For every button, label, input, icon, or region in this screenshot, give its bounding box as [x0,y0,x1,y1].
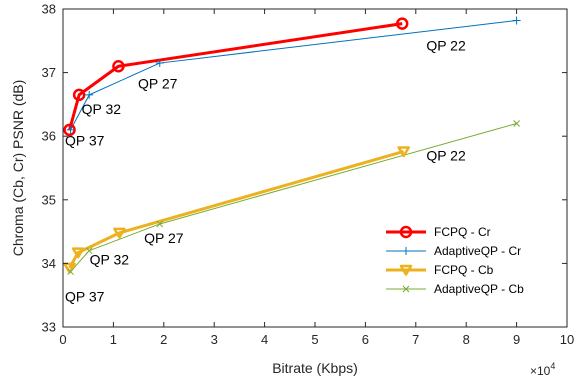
series-line [68,22,403,131]
data-point [512,16,521,25]
legend-swatch-marker [399,225,413,239]
y-tick-label: 34 [42,256,56,271]
y-tick-label: 33 [42,320,56,335]
x-tick-label: 0 [59,332,66,347]
legend-entry: AdaptiveQP - Cb [434,282,524,296]
qp-annotation: QP 27 [144,230,184,246]
series-lines [68,19,517,273]
x-tick-label: 1 [110,332,117,347]
annotations: QP 22 QP 27 QP 32 QP 37 QP 22 QP 27 QP 32 QP 37 [65,37,466,304]
legend: FCPQ - Cr AdaptiveQP - Cr FCPQ - Cb Adaptiv… [379,219,561,301]
qp-annotation: QP 32 [90,252,130,268]
x-tick-label: 6 [362,332,369,347]
y-tick-label: 37 [42,65,56,80]
y-tick-label: 36 [42,129,56,144]
x-multiplier: ×104 [530,361,555,378]
legend-entry: FCPQ - Cb [434,263,494,277]
y-tick-label: 35 [42,192,56,207]
x-tick-label: 7 [412,332,419,347]
y-axis-label: Chroma (Cb, Cr) PSNR (dB) [10,80,26,257]
qp-annotation: QP 32 [82,101,122,117]
data-point [156,220,164,228]
series-markers [63,16,521,276]
legend-entry: AdaptiveQP - Cr [434,244,521,258]
data-point [155,59,164,68]
data-point [71,247,85,259]
x-tick-label: 5 [311,332,318,347]
x-axis-label: Bitrate (Kbps) [272,360,358,376]
data-point [67,268,74,276]
data-point [85,247,93,255]
x-tick-label: 3 [211,332,218,347]
data-point [397,146,410,158]
legend-entry: FCPQ - Cr [434,225,491,239]
x-tick-label: 8 [463,332,470,347]
x-tick-label: 10 [560,332,574,347]
x-multiplier-exponent: 4 [550,361,555,371]
data-point [63,262,76,274]
qp-annotation: QP 37 [65,133,105,149]
x-multiplier-base: ×10 [530,364,551,378]
series-line [70,122,517,273]
legend-swatch-marker [399,264,413,276]
legend-swatch-marker [402,247,410,255]
x-tick-label: 9 [513,332,520,347]
data-point [513,120,520,127]
data-point [113,227,126,239]
data-point [112,59,125,73]
series-line [70,19,517,131]
qp-annotation: QP 27 [138,76,178,92]
axis-ticks [62,8,568,328]
legend-swatch-marker [402,285,410,293]
qp-annotation: QP 37 [65,289,105,305]
x-tick-label: 2 [160,332,167,347]
data-point [72,88,86,102]
qp-annotation: QP 22 [426,37,466,53]
data-point [66,125,75,134]
y-tick-label: 38 [42,2,56,17]
data-point [395,17,409,30]
x-tick-label: 4 [261,332,268,347]
data-point [85,90,94,99]
series-line [68,150,405,269]
qp-annotation: QP 22 [426,147,466,163]
